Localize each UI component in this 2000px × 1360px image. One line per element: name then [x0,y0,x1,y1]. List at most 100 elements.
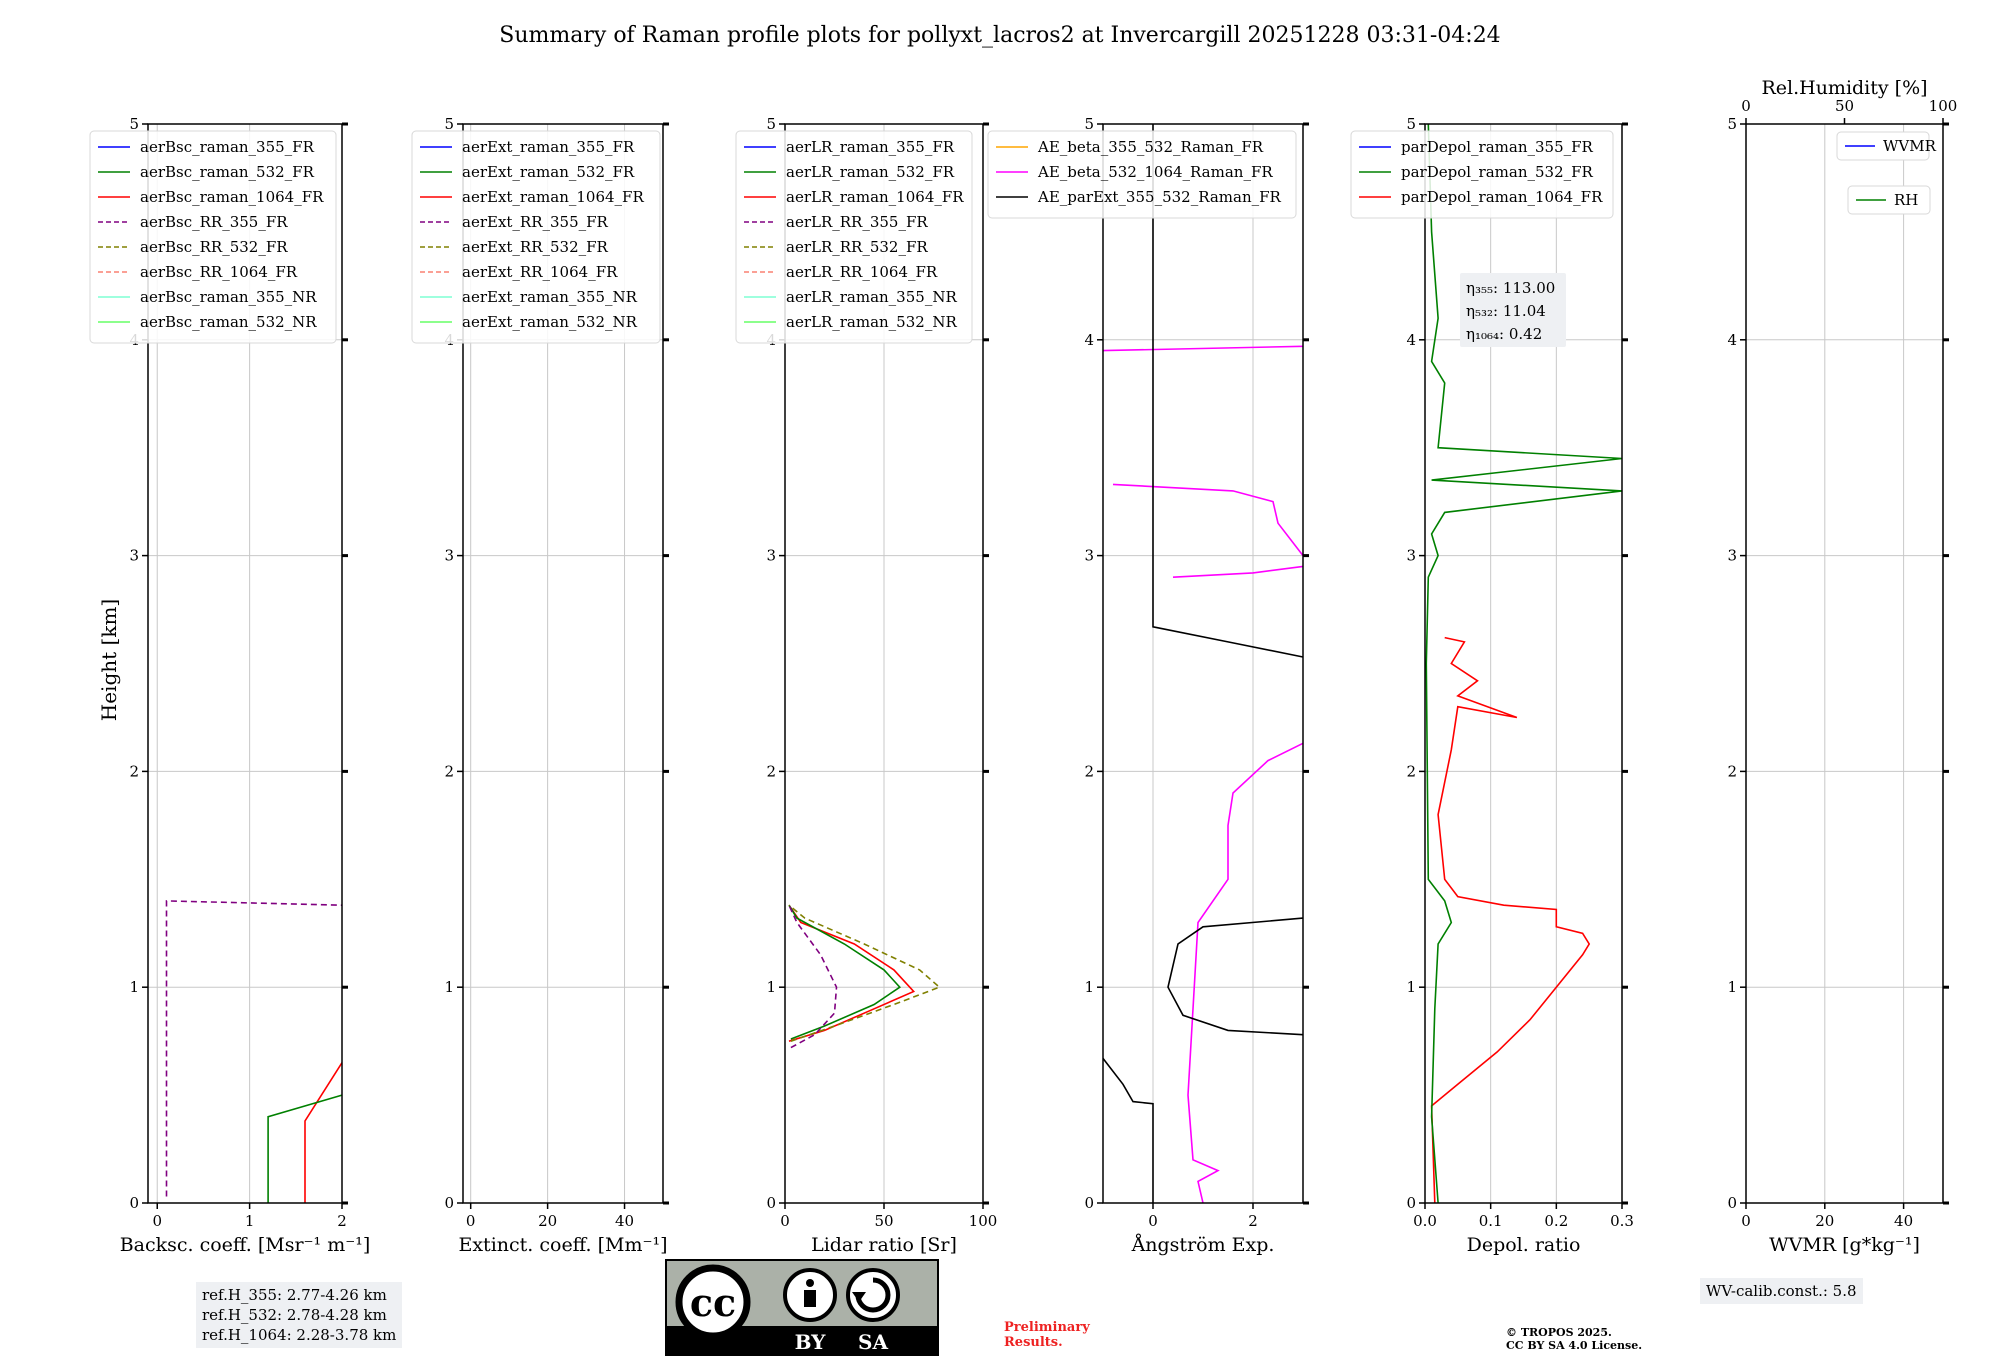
y-tick-label: 5 [1084,115,1094,133]
legend-entry: aerLR_raman_532_NR [786,313,957,331]
y-tick-label: 1 [1727,978,1737,996]
y-tick-label: 5 [1727,115,1737,133]
y-tick-label: 5 [129,115,139,133]
series-AE_beta_532_1064_Raman_FR [1187,742,1304,1204]
legend-entry: aerBsc_raman_355_FR [140,138,315,156]
y-tick-label: 1 [444,978,454,996]
legend-entry: aerLR_RR_1064_FR [786,263,938,281]
annotation-line: η₃₅₅: 113.00 [1466,279,1555,297]
y-tick-label: 3 [766,547,776,565]
x-tick-label: 100 [969,1212,998,1230]
legend-entry: AE_beta_532_1064_Raman_FR [1037,163,1273,181]
copyright-note: © TROPOS 2025. CC BY SA 4.0 License. [1506,1326,1642,1352]
plot-frame [462,123,664,1204]
y-tick-label: 1 [1406,978,1416,996]
copyright-line-1: © TROPOS 2025. [1506,1326,1612,1339]
y-tick-label: 2 [1084,762,1094,780]
legend-wv-0: WVMR [1836,131,1937,161]
x-tick-label: 0.0 [1413,1212,1437,1230]
y-tick-label: 4 [1727,331,1737,349]
cc-by-text: BY [795,1330,827,1354]
height-axis-label: Height [km] [97,599,121,721]
series-AE_beta_532_1064_Raman_FR [1172,565,1304,578]
annotation-line: η₁₀₆₄: 0.42 [1466,325,1542,343]
y-tick-label: 4 [1406,331,1416,349]
x-tick-label: 0 [1741,1212,1751,1230]
plot-frame [1424,123,1623,1204]
x-tick-label: 0.3 [1610,1212,1634,1230]
legend-entry: aerExt_raman_1064_FR [462,188,644,206]
legend-entry: parDepol_raman_532_FR [1401,163,1594,181]
y-tick-label: 0 [766,1194,776,1212]
series-aerLR_RR_355_FR [788,904,838,1049]
legend-ae: AE_beta_355_532_Raman_FR AE_beta_532_1064… [987,130,1297,219]
legend-entry: aerBsc_RR_355_FR [140,213,288,231]
ref-height-1064: ref.H_1064: 2.28-3.78 km [202,1326,397,1344]
legend-entry: aerLR_raman_1064_FR [786,188,964,206]
legend-entry: aerBsc_raman_532_FR [140,163,315,181]
legend-entry: aerBsc_raman_355_NR [140,288,317,306]
y-tick-label: 3 [1084,547,1094,565]
plot-frame [1102,123,1304,1204]
y-tick-label: 1 [766,978,776,996]
x-tick-label: 50 [874,1212,893,1230]
x-tick-label: 0 [780,1212,790,1230]
series-parDepol_raman_1064_FR [1430,636,1591,1204]
x-tick-label: 20 [1815,1212,1834,1230]
legend-entry: aerLR_RR_532_FR [786,238,928,256]
legend-entry: aerBsc_raman_532_NR [140,313,317,331]
y-tick-label: 1 [129,978,139,996]
preliminary-line-2: Results. [1004,1335,1063,1350]
y-tick-label: 3 [129,547,139,565]
y-tick-label: 2 [766,762,776,780]
y-tick-label: 5 [1406,115,1416,133]
series-AE_beta_532_1064_Raman_FR [1102,345,1304,352]
y-tick-label: 4 [1084,331,1094,349]
legend-entry: parDepol_raman_1064_FR [1401,188,1603,206]
legend-bsc: aerBsc_raman_355_FR aerBsc_raman_532_FRae… [89,130,337,344]
cc-license-badge: cc BY SA [665,1259,939,1356]
legend-entry: aerBsc_raman_1064_FR [140,188,324,206]
x-tick-label: 0 [1148,1212,1158,1230]
annotation-line: η₅₃₂: 11.04 [1466,302,1546,320]
legend-entry: aerLR_RR_355_FR [786,213,928,231]
legend-entry: aerExt_RR_532_FR [462,238,609,256]
legend-entry: aerExt_raman_532_NR [462,313,638,331]
top-axis-label: Rel.Humidity [%] [1761,77,1927,99]
series-aerLR_raman_1064_FR [788,904,916,1042]
legend-entry: AE_parExt_355_532_Raman_FR [1037,188,1282,206]
ref-height-532: ref.H_532: 2.78-4.28 km [202,1306,387,1324]
top-tick-label: 0 [1741,97,1751,115]
x-tick-label: 0 [152,1212,162,1230]
panel-ae: 0 1 2 3 4 5 0 2 Ångström Exp. AE_beta_355_532_Ram… [987,115,1309,1256]
y-tick-label: 2 [129,762,139,780]
x-axis-label: Ångström Exp. [1131,1234,1275,1256]
panel-depol: 0 1 2 3 4 5 0.0 0.1 0.2 0.3 Depol. ratio parDepol_r… [1350,115,1634,1256]
x-tick-label: 0 [466,1212,476,1230]
y-tick-label: 0 [1406,1194,1416,1212]
x-tick-label: 2 [1248,1212,1258,1230]
y-tick-label: 1 [1084,978,1094,996]
x-tick-label: 40 [615,1212,634,1230]
legend-entry: aerExt_RR_1064_FR [462,263,618,281]
y-tick-label: 3 [1406,547,1416,565]
y-tick-label: 5 [444,115,454,133]
legend-entry: aerLR_raman_355_NR [786,288,957,306]
series-AE_beta_532_1064_Raman_FR [1112,483,1304,557]
x-tick-label: 2 [337,1212,347,1230]
series-AE_parExt_355_532_Raman_FR [1102,1057,1154,1203]
panel-bsc: 012345012Backsc. coeff. [Msr⁻¹ m⁻¹]aerBs… [89,115,370,1256]
copyright-line-2: CC BY SA 4.0 License. [1506,1339,1643,1352]
depol-annotation: η₃₅₅: 113.00 η₅₃₂: 11.04 η₁₀₆₄: 0.42 [1460,273,1566,347]
x-tick-label: 0.2 [1544,1212,1568,1230]
y-tick-label: 2 [444,762,454,780]
legend-entry: aerLR_raman_532_FR [786,163,955,181]
x-axis-label: Depol. ratio [1467,1234,1581,1256]
y-tick-label: 2 [1406,762,1416,780]
preliminary-results-note: Preliminary Results. [1004,1320,1090,1350]
y-tick-label: 0 [1727,1194,1737,1212]
x-tick-label: 20 [538,1212,557,1230]
legend-entry: aerLR_raman_355_FR [786,138,955,156]
y-tick-label: 3 [1727,547,1737,565]
